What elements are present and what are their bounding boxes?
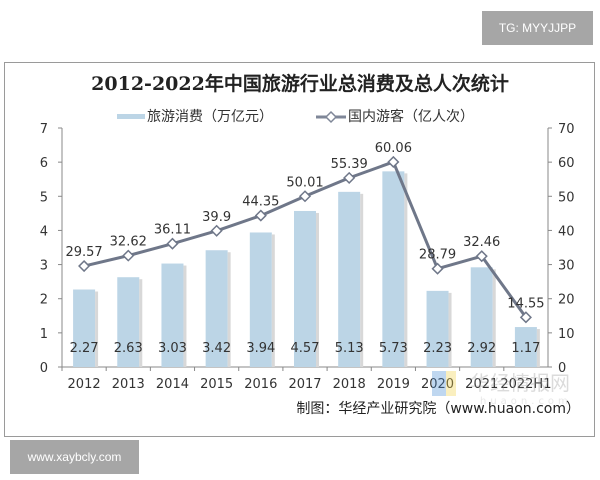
bar-shadow [448,292,452,367]
y-left-tick-label: 5 [40,190,48,205]
bar-shadow [183,265,187,367]
y-right-tick-label: 40 [558,224,575,239]
bar-shadow [95,291,99,367]
legend-diamond-icon [324,110,338,124]
bar-data-label: 2.23 [423,341,452,356]
line-data-label: 50.01 [286,175,323,190]
watermark-sub: huaon.com [480,396,572,407]
line-point [475,250,488,263]
y-left-tick-label: 3 [40,259,48,274]
y-left-tick-label: 6 [40,156,48,171]
line-data-label: 60.06 [375,141,412,156]
bar-data-label: 1.17 [511,341,540,356]
line-point [210,224,223,237]
line-data-label: 36.11 [154,223,191,238]
bar-data-label: 2.63 [114,341,143,356]
bar [426,290,449,367]
y-right-tick-label: 60 [558,156,575,171]
line-point [431,262,444,275]
legend-bar-swatch [117,114,145,119]
legend-line-label: 国内游客（亿人次） [348,108,474,125]
x-tick-label: 2014 [156,377,189,392]
line-point [78,259,91,273]
chart-title: 2012-2022年中国旅游行业总消费及总人次统计 [91,72,509,95]
line-point [387,155,400,168]
y-right-tick-label: 50 [558,190,575,205]
bar-data-label: 5.73 [379,341,408,356]
bar-data-label: 3.94 [246,341,275,356]
bar-shadow [227,252,231,367]
line-point [122,249,135,262]
watermark-text: 华经情报网 [470,371,570,395]
watermark-logo-blue [432,371,446,396]
bar [249,232,272,367]
legend-bar-label: 旅游消费（万亿元） [147,109,273,125]
bar [205,250,228,367]
x-tick-label: 2020 [421,377,454,392]
line-data-label: 29.57 [65,245,102,260]
bar [161,263,184,367]
bar-shadow [271,234,275,367]
x-tick-label: 2012 [68,377,101,392]
x-tick-label: 2022H1 [500,377,551,392]
bar-data-label: 5.13 [335,341,364,356]
x-tick-label: 2018 [333,377,366,392]
bar-shadow [139,279,143,367]
y-right-tick-label: 70 [558,122,575,137]
bar-shadow [492,269,496,367]
y-left-tick-label: 1 [40,327,48,342]
y-left-tick-label: 7 [40,122,48,137]
bar-shadow [404,173,408,367]
y-right-tick-label: 0 [558,361,566,376]
line-data-label: 32.46 [463,235,500,250]
x-tick-label: 2015 [200,377,233,392]
bar [470,267,493,367]
y-left-tick-label: 2 [40,293,48,308]
bar-data-label: 2.27 [70,341,99,356]
line-data-label: 14.55 [507,296,544,311]
y-right-tick-label: 10 [558,327,575,342]
chart-frame [4,62,595,437]
line-data-label: 55.39 [331,157,368,172]
bar [73,289,96,367]
bar-data-label: 2.92 [467,341,496,356]
x-tick-label: 2021 [465,377,498,392]
bar [294,210,316,367]
y-left-tick-label: 0 [40,361,48,376]
bar-shadow [316,212,319,367]
bar [117,277,140,367]
bar [382,171,405,367]
y-right-tick-label: 30 [558,259,575,274]
bar-shadow [536,329,540,367]
y-left-tick-label: 4 [40,224,48,239]
line-point [343,171,356,184]
bar-data-label: 3.42 [202,341,231,356]
line-data-label: 28.79 [419,248,456,263]
bar-data-label: 3.03 [158,341,187,356]
x-tick-label: 2017 [288,377,321,392]
top-tag: TG: MYYJJPP [482,11,593,45]
bar [514,327,537,367]
x-tick-label: 2013 [112,377,145,392]
y-right-tick-label: 20 [558,293,575,308]
bar [338,191,361,367]
line-point [298,190,312,203]
legend: 旅游消费（万亿元） 国内游客（亿人次） [117,108,474,125]
line-point [166,237,179,250]
line-data-label: 44.35 [242,195,279,210]
watermark-logo-yellow [446,371,456,396]
line-point [254,209,267,222]
line-point [519,311,532,324]
line-data-label: 32.62 [110,235,147,250]
bar-data-label: 4.57 [291,341,320,356]
x-tick-label: 2019 [377,377,410,392]
chart-source: 制图：华经产业研究院（www.huaon.com） [296,401,580,417]
site-tag: www.xaybcly.com [10,440,139,474]
x-tick-label: 2016 [244,377,277,392]
watermark: 华经情报网 huaon.com [432,371,572,407]
line-data-label: 39.9 [202,210,231,225]
bar-shadow [360,193,364,367]
